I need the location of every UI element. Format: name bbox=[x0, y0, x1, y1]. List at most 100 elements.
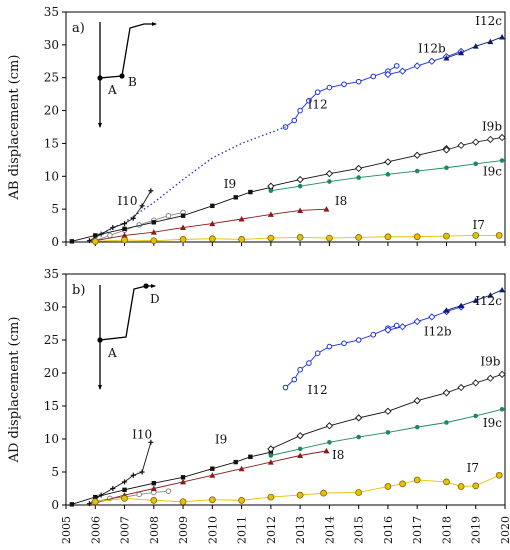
data-point bbox=[341, 81, 347, 88]
data-point bbox=[413, 317, 421, 326]
data-point bbox=[267, 493, 275, 501]
data-point bbox=[297, 107, 303, 114]
series-i8: I8 bbox=[92, 448, 344, 506]
plot-frame bbox=[65, 11, 506, 243]
data-point bbox=[210, 203, 215, 209]
y-tick-label: 0 bbox=[51, 498, 59, 512]
data-point bbox=[487, 38, 494, 45]
inset-diagram: AD bbox=[97, 283, 160, 390]
data-point bbox=[472, 43, 479, 49]
data-point bbox=[486, 374, 495, 382]
data-point bbox=[248, 189, 253, 195]
data-point bbox=[414, 424, 420, 430]
data-point bbox=[180, 475, 186, 480]
data-point bbox=[150, 237, 158, 245]
data-point bbox=[370, 331, 377, 338]
data-point bbox=[165, 488, 172, 494]
data-point bbox=[268, 453, 274, 458]
data-point bbox=[499, 286, 506, 293]
data-point bbox=[91, 237, 99, 245]
data-point bbox=[148, 188, 154, 194]
data-point bbox=[233, 195, 238, 200]
data-point bbox=[384, 326, 392, 334]
y-tick-label: 5 bbox=[51, 202, 59, 216]
series-i9b: I9b bbox=[442, 119, 506, 154]
data-point bbox=[297, 452, 304, 458]
data-point bbox=[323, 447, 330, 454]
data-point bbox=[472, 379, 480, 387]
series-unnamed bbox=[92, 209, 186, 244]
series-label: I12c bbox=[475, 14, 502, 28]
data-point bbox=[139, 469, 145, 475]
data-point bbox=[122, 226, 127, 232]
y-tick-label: 5 bbox=[51, 465, 59, 479]
data-point bbox=[326, 84, 333, 91]
data-point bbox=[413, 62, 421, 70]
data-point bbox=[267, 445, 275, 453]
data-point bbox=[297, 207, 304, 213]
inset-arrow-down bbox=[98, 385, 102, 390]
data-point bbox=[122, 479, 128, 485]
data-point bbox=[238, 497, 245, 504]
data-point bbox=[210, 466, 215, 471]
y-tick-label: 10 bbox=[44, 169, 59, 183]
data-point bbox=[86, 501, 92, 507]
data-point bbox=[443, 232, 450, 240]
data-point bbox=[296, 234, 304, 241]
x-tick-label: 2005 bbox=[60, 516, 73, 544]
data-point bbox=[370, 73, 377, 80]
series-i12c: I12c bbox=[443, 14, 506, 61]
y-tick-label: 25 bbox=[44, 71, 59, 85]
data-point bbox=[384, 70, 392, 79]
y-tick-label: 20 bbox=[44, 104, 59, 118]
data-point bbox=[180, 478, 187, 485]
y-tick-label: 20 bbox=[44, 366, 59, 380]
x-tick-label: 2011 bbox=[236, 516, 249, 544]
data-point bbox=[151, 481, 156, 486]
data-point bbox=[472, 297, 479, 303]
data-point bbox=[323, 206, 330, 212]
data-point bbox=[151, 220, 156, 225]
inset-label: B bbox=[128, 75, 137, 89]
data-point bbox=[442, 389, 451, 397]
data-point bbox=[314, 89, 321, 95]
data-point bbox=[238, 216, 245, 222]
series-line bbox=[285, 325, 397, 388]
inset-path bbox=[99, 285, 155, 389]
x-tick-label: 2019 bbox=[470, 516, 483, 544]
inset-arrow-right bbox=[152, 22, 157, 26]
inset-label: A bbox=[107, 346, 117, 360]
data-point bbox=[296, 175, 304, 184]
data-point bbox=[499, 407, 505, 412]
x-tick-label: 2020 bbox=[499, 516, 510, 544]
data-point bbox=[457, 483, 465, 490]
series-label: I12b bbox=[418, 42, 446, 56]
data-point bbox=[399, 480, 406, 488]
x-tick-label: 2008 bbox=[148, 516, 161, 544]
data-point bbox=[291, 376, 298, 383]
data-point bbox=[486, 135, 495, 144]
series-i9: I9 bbox=[69, 177, 274, 244]
data-point bbox=[355, 164, 363, 173]
inset-point bbox=[97, 337, 103, 343]
data-point bbox=[393, 63, 400, 69]
inset-point bbox=[97, 75, 103, 81]
data-point bbox=[86, 238, 92, 244]
y-tick-label: 0 bbox=[51, 235, 59, 249]
data-point bbox=[122, 487, 127, 493]
data-point bbox=[139, 203, 145, 209]
data-point bbox=[428, 57, 436, 65]
y-tick-label: 15 bbox=[44, 136, 59, 150]
data-point bbox=[69, 502, 75, 507]
data-point bbox=[413, 151, 421, 159]
series-i12c: I12c bbox=[443, 286, 506, 313]
data-point bbox=[130, 472, 136, 478]
data-point bbox=[325, 170, 334, 178]
data-point bbox=[444, 420, 449, 425]
inset-label: A bbox=[107, 83, 117, 97]
x-tick-label: 2016 bbox=[382, 516, 395, 544]
data-point bbox=[296, 491, 304, 499]
series-label: I7 bbox=[467, 461, 479, 475]
data-point bbox=[355, 234, 363, 241]
